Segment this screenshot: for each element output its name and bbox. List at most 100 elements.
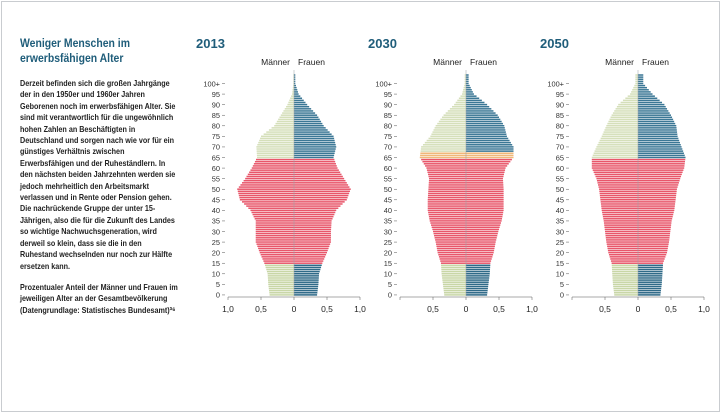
bar-frauen-age-57 bbox=[294, 173, 342, 176]
bar-frauen-age-5 bbox=[466, 283, 489, 286]
bar-maenner-age-83 bbox=[278, 118, 294, 121]
bar-frauen-age-11 bbox=[466, 270, 490, 273]
y-tick-label: 10 bbox=[556, 270, 564, 279]
bar-maenner-age-103 bbox=[464, 76, 466, 78]
bar-maenner-age-7 bbox=[267, 279, 294, 281]
x-tick-label: 0,5 bbox=[665, 304, 677, 314]
y-tick-label: 0 bbox=[560, 291, 564, 300]
bar-frauen-age-100 bbox=[466, 82, 469, 85]
y-tick-label: 25 bbox=[384, 238, 392, 247]
bar-frauen-age-97 bbox=[466, 89, 472, 91]
bar-maenner-age-15 bbox=[611, 262, 638, 264]
bar-frauen-age-17 bbox=[294, 258, 325, 260]
bar-maenner-age-46 bbox=[239, 196, 294, 199]
bar-maenner-age-95 bbox=[630, 93, 638, 95]
bar-maenner-age-24 bbox=[436, 243, 466, 245]
bar-maenner-age-82 bbox=[608, 120, 638, 123]
bar-maenner-age-32 bbox=[255, 226, 294, 229]
bar-maenner-age-92 bbox=[289, 99, 294, 102]
bar-frauen-age-59 bbox=[294, 169, 339, 171]
y-tick-label: 50 bbox=[556, 185, 564, 194]
bar-frauen-age-94 bbox=[638, 95, 655, 97]
bar-maenner-age-35 bbox=[429, 220, 466, 222]
y-tick-label: 30 bbox=[212, 227, 220, 236]
bar-frauen-age-69 bbox=[466, 148, 514, 150]
bar-frauen-age-55 bbox=[638, 177, 681, 180]
bar-maenner-age-87 bbox=[614, 110, 638, 112]
bar-frauen-age-6 bbox=[466, 281, 489, 283]
bar-maenner-age-96 bbox=[462, 91, 466, 93]
bar-maenner-age-7 bbox=[612, 279, 638, 281]
bar-frauen-age-48 bbox=[466, 192, 504, 195]
bar-maenner-age-63 bbox=[422, 160, 466, 163]
bar-maenner-age-65 bbox=[257, 156, 294, 159]
bar-maenner-age-31 bbox=[255, 228, 294, 231]
bar-frauen-age-54 bbox=[294, 179, 346, 182]
bar-frauen-age-23 bbox=[466, 245, 495, 248]
bar-maenner-age-51 bbox=[598, 186, 638, 188]
bar-frauen-age-45 bbox=[466, 198, 504, 201]
bar-frauen-age-88 bbox=[638, 108, 668, 110]
bar-maenner-age-50 bbox=[237, 188, 294, 190]
y-tick-label: 55 bbox=[384, 174, 392, 183]
bar-frauen-age-13 bbox=[638, 266, 663, 269]
bar-maenner-age-103 bbox=[293, 76, 294, 78]
bar-maenner-age-70 bbox=[421, 146, 466, 148]
bar-maenner-age-34 bbox=[430, 222, 466, 224]
bar-maenner-age-75 bbox=[601, 135, 638, 138]
y-tick-label: 55 bbox=[212, 174, 220, 183]
bar-maenner-age-45 bbox=[239, 198, 294, 201]
bar-maenner-age-53 bbox=[597, 182, 638, 184]
bar-frauen-age-43 bbox=[294, 203, 343, 205]
bar-maenner-age-94 bbox=[460, 95, 466, 97]
x-tick-label: 1,0 bbox=[698, 304, 710, 314]
bar-frauen-age-22 bbox=[466, 247, 495, 250]
bar-maenner-age-54 bbox=[596, 179, 638, 182]
bar-maenner-age-90 bbox=[287, 103, 294, 106]
bar-maenner-age-23 bbox=[257, 245, 294, 248]
bar-frauen-age-24 bbox=[466, 243, 496, 245]
bar-frauen-age-84 bbox=[466, 116, 499, 119]
bar-maenner-age-55 bbox=[596, 177, 638, 180]
bar-maenner-age-22 bbox=[258, 247, 294, 250]
bar-maenner-age-25 bbox=[606, 241, 638, 243]
bar-frauen-age-80 bbox=[294, 124, 324, 127]
bar-frauen-age-26 bbox=[466, 239, 497, 241]
bar-frauen-age-14 bbox=[466, 264, 491, 267]
bar-maenner-age-16 bbox=[440, 260, 466, 262]
bar-maenner-age-44 bbox=[427, 201, 466, 203]
bar-frauen-age-32 bbox=[294, 226, 332, 229]
bar-frauen-age-2 bbox=[466, 289, 488, 292]
bar-maenner-age-13 bbox=[441, 266, 466, 269]
bar-maenner-age-26 bbox=[606, 239, 638, 241]
bar-frauen-age-87 bbox=[466, 110, 494, 112]
bar-frauen-age-62 bbox=[466, 163, 509, 165]
bar-maenner-age-13 bbox=[611, 266, 638, 269]
bar-frauen-age-54 bbox=[638, 179, 680, 182]
bar-maenner-age-67 bbox=[420, 152, 466, 155]
chart-title: 2030 bbox=[368, 36, 397, 51]
y-tick-label: 15 bbox=[556, 259, 564, 268]
bar-maenner-age-91 bbox=[455, 101, 466, 104]
y-tick-label: 90 bbox=[212, 100, 220, 109]
bar-frauen-age-5 bbox=[638, 283, 662, 286]
bar-frauen-age-39 bbox=[638, 211, 674, 214]
bar-maenner-age-101 bbox=[293, 80, 294, 83]
bar-maenner-age-4 bbox=[268, 285, 294, 288]
bar-frauen-age-74 bbox=[294, 137, 335, 140]
bar-frauen-age-78 bbox=[294, 129, 328, 131]
bar-frauen-age-93 bbox=[294, 97, 303, 100]
bar-maenner-age-9 bbox=[267, 275, 294, 277]
bar-frauen-age-80 bbox=[638, 124, 677, 127]
bar-frauen-age-70 bbox=[638, 146, 682, 148]
bar-maenner-age-59 bbox=[426, 169, 466, 171]
bar-frauen-age-99 bbox=[466, 84, 470, 87]
bar-maenner-age-78 bbox=[433, 129, 466, 131]
bar-maenner-age-60 bbox=[251, 167, 294, 169]
bar-maenner-age-95 bbox=[292, 93, 294, 95]
bar-frauen-age-37 bbox=[638, 215, 673, 218]
bar-frauen-age-41 bbox=[638, 207, 675, 209]
bar-maenner-age-31 bbox=[604, 228, 638, 231]
bar-maenner-age-0 bbox=[444, 294, 466, 296]
y-tick-label: 5 bbox=[216, 280, 220, 289]
